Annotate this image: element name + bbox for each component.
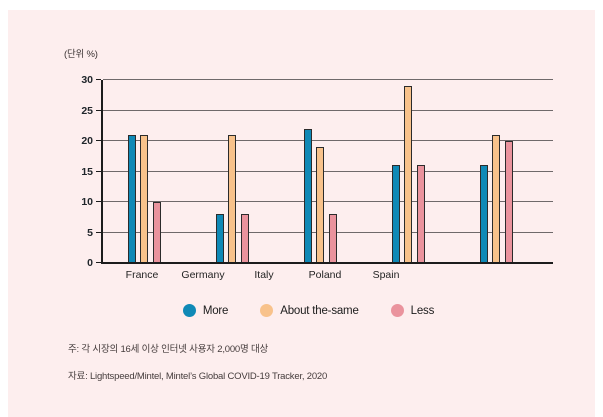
x-tick-label-france: France bbox=[125, 269, 159, 281]
bar-less-spain bbox=[504, 141, 513, 263]
footnote-sample: 주: 각 시장의 16세 이상 인터넷 사용자 2,000명 대상 bbox=[68, 344, 269, 355]
footnotes: 주: 각 시장의 16세 이상 인터넷 사용자 2,000명 대상 자료: Li… bbox=[68, 341, 327, 395]
legend-item-more: More bbox=[182, 304, 229, 317]
bar-less-poland bbox=[416, 165, 425, 263]
bar-more-italy bbox=[303, 129, 312, 263]
y-tick-mark-0 bbox=[96, 262, 101, 263]
gridline-5 bbox=[103, 232, 553, 233]
y-tick-mark-25 bbox=[96, 110, 101, 111]
y-tick-label-0: 0 bbox=[87, 257, 93, 269]
gridline-15 bbox=[103, 171, 553, 172]
legend-item-less: Less bbox=[390, 304, 435, 317]
bar-more-spain bbox=[479, 165, 488, 263]
y-tick-mark-30 bbox=[96, 79, 101, 80]
y-tick-mark-15 bbox=[96, 171, 101, 172]
bar-about-the-same-spain bbox=[491, 135, 500, 263]
chart-panel: (단위 %) 0 5 10 15 20 25 30 France Germany Italy Pol… bbox=[8, 10, 595, 417]
y-tick-label-30: 30 bbox=[81, 74, 93, 86]
gridline-25 bbox=[103, 110, 553, 111]
gridline-20 bbox=[103, 140, 553, 141]
x-tick-label-spain: Spain bbox=[372, 269, 400, 281]
y-tick-label-15: 15 bbox=[81, 166, 93, 178]
chart-legend: More About the-same Less bbox=[8, 304, 595, 317]
bar-less-france bbox=[152, 202, 161, 263]
y-tick-label-10: 10 bbox=[81, 196, 93, 208]
y-tick-mark-10 bbox=[96, 201, 101, 202]
bar-more-germany bbox=[215, 214, 224, 263]
legend-dot-about-the-same-icon bbox=[260, 304, 274, 317]
y-tick-label-5: 5 bbox=[87, 227, 93, 239]
x-tick-label-germany: Germany bbox=[181, 269, 225, 281]
legend-item-about-the-same: About the-same bbox=[260, 304, 359, 317]
bar-more-france bbox=[127, 135, 136, 263]
y-axis-line bbox=[101, 80, 103, 264]
bar-about-the-same-poland bbox=[403, 86, 412, 263]
footnote-source: 자료: Lightspeed/Mintel, Mintel’s Global C… bbox=[68, 371, 328, 382]
legend-label-more: More bbox=[202, 304, 229, 317]
gridline-30 bbox=[103, 79, 553, 80]
unit-label: (단위 %) bbox=[64, 49, 98, 60]
x-tick-label-poland: Poland bbox=[308, 269, 342, 281]
bar-chart-plot-area: 0 5 10 15 20 25 30 France Germany Italy Poland Spai… bbox=[81, 74, 553, 281]
x-axis-line bbox=[103, 262, 553, 264]
x-tick-label-italy: Italy bbox=[254, 269, 274, 281]
bar-about-the-same-france bbox=[139, 135, 148, 263]
y-tick-label-20: 20 bbox=[81, 135, 93, 147]
bar-less-germany bbox=[240, 214, 249, 263]
legend-label-less: Less bbox=[410, 304, 435, 317]
bar-more-poland bbox=[391, 165, 400, 263]
y-tick-label-25: 25 bbox=[81, 105, 93, 117]
gridline-10 bbox=[103, 201, 553, 202]
legend-label-about-the-same: About the-same bbox=[280, 304, 359, 317]
legend-dot-more-icon bbox=[182, 304, 196, 317]
bar-less-italy bbox=[328, 214, 337, 263]
bar-about-the-same-italy bbox=[315, 147, 324, 263]
y-tick-mark-20 bbox=[96, 140, 101, 141]
legend-dot-less-icon bbox=[390, 304, 404, 317]
y-tick-mark-5 bbox=[96, 232, 101, 233]
bar-about-the-same-germany bbox=[227, 135, 236, 263]
